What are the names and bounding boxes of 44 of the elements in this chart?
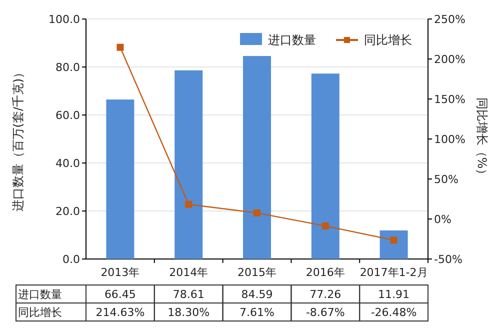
text: 同比增长 xyxy=(18,306,62,319)
y-tick-label: 40.0 xyxy=(56,157,80,170)
x-tick-label: 2016年 xyxy=(306,266,345,279)
point xyxy=(322,222,329,230)
data-label: 77.26 xyxy=(310,288,342,301)
y-tick-label: 100.0 xyxy=(48,13,80,26)
y-tick-label: 60.0 xyxy=(56,109,80,122)
data-label: 78.61 xyxy=(172,288,204,301)
x-tick-label: 2015年 xyxy=(238,266,276,279)
data-label: 84.59 xyxy=(241,288,273,301)
bar xyxy=(311,74,340,259)
y-tick-label: 80.0 xyxy=(56,61,80,74)
x-tick-label: 2017年1-2月 xyxy=(360,266,428,279)
point xyxy=(254,209,260,216)
y2-tick-label: 250% xyxy=(434,13,466,26)
data-label: -26.48% xyxy=(370,306,417,319)
text: 进口数量 xyxy=(18,288,62,301)
point xyxy=(185,200,192,208)
y2-tick-label: 100% xyxy=(434,133,466,146)
y2-tick-label: 0% xyxy=(434,213,452,226)
bar xyxy=(174,70,203,259)
y-tick-label: 0.0 xyxy=(62,253,80,266)
y2-tick-label: 150% xyxy=(434,93,466,106)
y-axis-title: 进口数量（百万(套/千克)） xyxy=(11,66,25,212)
bar xyxy=(106,100,134,259)
x-tick-label: 2013年 xyxy=(100,266,140,279)
y2-axis-title: 同比增长（%） xyxy=(475,97,489,181)
data-label: 66.45 xyxy=(104,288,136,301)
legend-label: 进口数量 xyxy=(268,33,316,47)
data-label: -8.67% xyxy=(306,306,345,319)
y2-tick-label: -50% xyxy=(434,253,462,266)
legend-label: 同比增长 xyxy=(364,33,412,47)
bar xyxy=(380,230,408,259)
data-label: 18.30% xyxy=(168,306,210,319)
point xyxy=(116,44,124,51)
data-label: 214.63% xyxy=(96,306,145,319)
point xyxy=(390,236,398,244)
data-label: 11.91 xyxy=(378,288,410,301)
y2-tick-label: 200% xyxy=(434,53,466,66)
y-tick-label: 20.0 xyxy=(56,205,80,218)
data-label: 7.61% xyxy=(240,306,274,319)
x-tick-label: 2014年 xyxy=(169,266,208,279)
bar xyxy=(243,56,271,259)
y2-tick-label: 50% xyxy=(434,173,458,186)
